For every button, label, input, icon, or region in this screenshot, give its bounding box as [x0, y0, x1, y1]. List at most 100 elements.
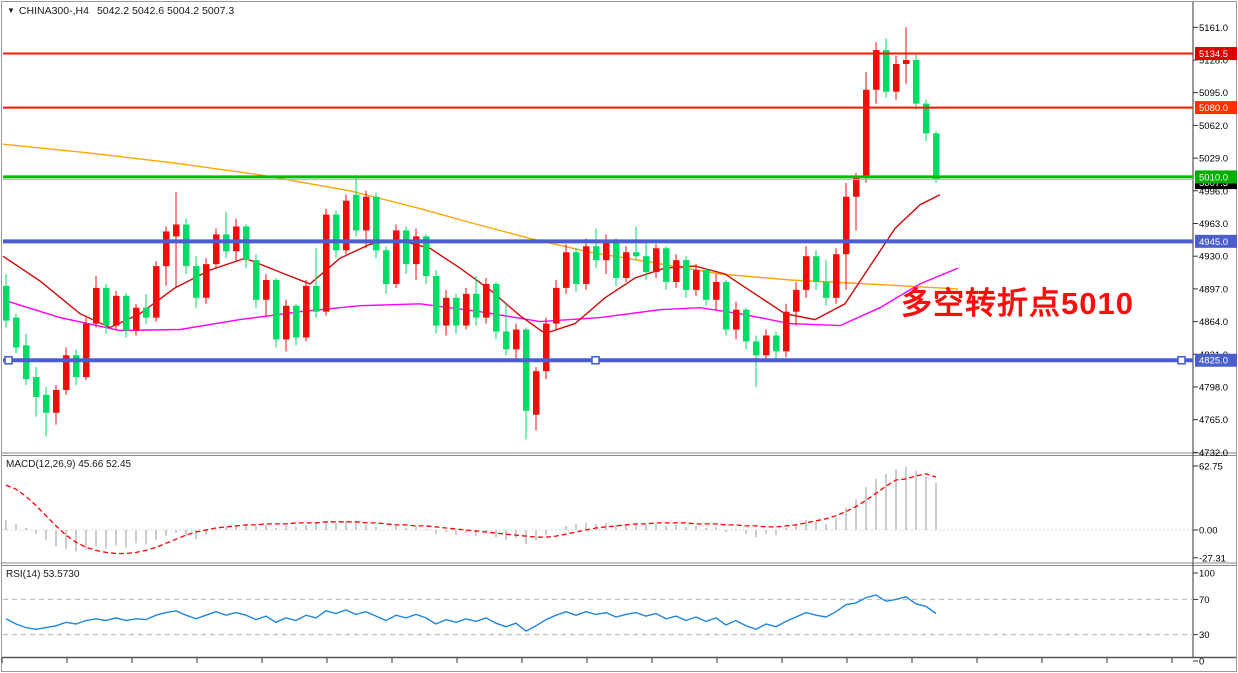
candle-bear	[3, 285, 10, 321]
candle-bull	[203, 264, 210, 298]
candle-bear	[123, 295, 130, 331]
candle-bear	[753, 341, 760, 356]
candle-bear	[43, 394, 50, 413]
candle-bull	[763, 335, 770, 356]
rsi-tick-label: 30	[1199, 630, 1210, 641]
candle-bull	[343, 200, 350, 251]
candle-bull	[803, 256, 810, 290]
candle-bull	[873, 50, 880, 90]
price-badge-4825.0: 4825.0	[1195, 353, 1237, 367]
candle-bull	[893, 63, 900, 92]
candle-bear	[743, 309, 750, 342]
candle-bear	[593, 246, 600, 261]
candle-bear	[143, 307, 150, 318]
candle-bear	[913, 60, 920, 104]
collapse-triangle-icon[interactable]: ▼	[7, 6, 15, 15]
candle-bull	[443, 297, 450, 326]
candle-bear	[313, 285, 320, 312]
candle-bull	[793, 289, 800, 312]
candle-bear	[503, 331, 510, 350]
candle-bull	[673, 260, 680, 282]
price-tick-label: 5095.0	[1199, 88, 1228, 99]
candle-bear	[663, 248, 670, 282]
candle-bull	[163, 231, 170, 267]
candle-bear	[523, 329, 530, 411]
candle-bear	[933, 133, 940, 179]
price-tick-label: 4930.0	[1199, 252, 1228, 263]
candle-bull	[863, 89, 870, 177]
candle-bear	[823, 281, 830, 298]
candle-bear	[13, 317, 20, 348]
line-drag-handle[interactable]	[1177, 355, 1186, 365]
candle-bear	[923, 103, 930, 134]
candle-bull	[563, 252, 570, 288]
candle-bull	[83, 323, 90, 378]
candle-bull	[693, 270, 700, 290]
macd-signal-line	[5, 473, 937, 555]
rsi-tick-label: 100	[1199, 569, 1215, 580]
candle-bull	[463, 293, 470, 326]
current-price-badge-text: 5007.3	[1199, 178, 1228, 189]
macd-tick-label: 0.00	[1199, 526, 1218, 537]
candle-bear	[183, 224, 190, 267]
candle-bull	[733, 309, 740, 330]
candle-bear	[423, 236, 430, 277]
macd-tick-label: -27.31	[1199, 553, 1226, 564]
price-tick-label: 5029.0	[1199, 154, 1228, 165]
candle-bear	[613, 240, 620, 278]
rsi-indicator-label: RSI(14) 53.5730	[6, 569, 80, 580]
candle-bull	[303, 285, 310, 338]
candle-bear	[253, 260, 260, 300]
candle-bear	[453, 297, 460, 326]
price-badge-5080.0: 5080.0	[1195, 101, 1237, 115]
price-tick-label: 5161.0	[1199, 23, 1228, 34]
ma-mid-magenta	[2, 267, 959, 332]
candle-bear	[103, 287, 110, 326]
price-tick-label: 4963.0	[1199, 219, 1228, 230]
candle-bear	[403, 230, 410, 265]
ma-fast-darkred	[2, 194, 941, 335]
candle-bear	[773, 335, 780, 352]
price-badge-5134.5: 5134.5	[1195, 47, 1237, 61]
candle-bear	[813, 256, 820, 282]
candle-bull	[263, 279, 270, 300]
price-badge-4945.0-text: 4945.0	[1199, 237, 1228, 248]
symbol-period-label: CHINA300-,H4	[18, 5, 89, 17]
line-drag-handle[interactable]	[4, 355, 13, 365]
candle-bear	[353, 194, 360, 231]
chart-header: ▼ CHINA300-,H4 5042.2 5042.6 5004.2 5007.3	[7, 5, 234, 17]
candle-bull	[323, 214, 330, 312]
candle-bull	[63, 355, 70, 390]
line-drag-handle[interactable]	[591, 355, 600, 365]
candle-bear	[193, 266, 200, 298]
candle-bull	[853, 176, 860, 197]
price-tick-label: 5128.0	[1199, 56, 1228, 67]
candle-bull	[233, 226, 240, 252]
candle-bear	[373, 196, 380, 251]
candle-bull	[653, 248, 660, 273]
rsi-panel[interactable]	[3, 594, 1193, 636]
candle-bull	[133, 307, 140, 331]
price-tick-label: 4897.0	[1199, 284, 1228, 295]
candle-bull	[903, 60, 910, 64]
candle-bear	[433, 276, 440, 326]
price-badge-5134.5-text: 5134.5	[1199, 49, 1228, 60]
candle-bear	[293, 305, 300, 338]
annotation-text[interactable]: 多空转折点5010	[901, 286, 1134, 321]
candle-bull	[833, 254, 840, 298]
macd-tick-label: 62.75	[1199, 462, 1223, 473]
candle-bull	[623, 252, 630, 278]
price-tick-label: 4732.0	[1199, 448, 1228, 459]
candle-bull	[113, 295, 120, 326]
candle-bull	[213, 234, 220, 265]
candle-bull	[283, 305, 290, 340]
macd-panel[interactable]	[3, 466, 1193, 555]
candle-bull	[783, 311, 790, 352]
candle-bear	[73, 355, 80, 378]
price-badge-5010.0: 5010.0	[1195, 170, 1237, 184]
main-price-panel[interactable]	[2, 27, 1193, 440]
price-badge-4945.0: 4945.0	[1195, 234, 1237, 248]
candle-bear	[333, 214, 340, 251]
